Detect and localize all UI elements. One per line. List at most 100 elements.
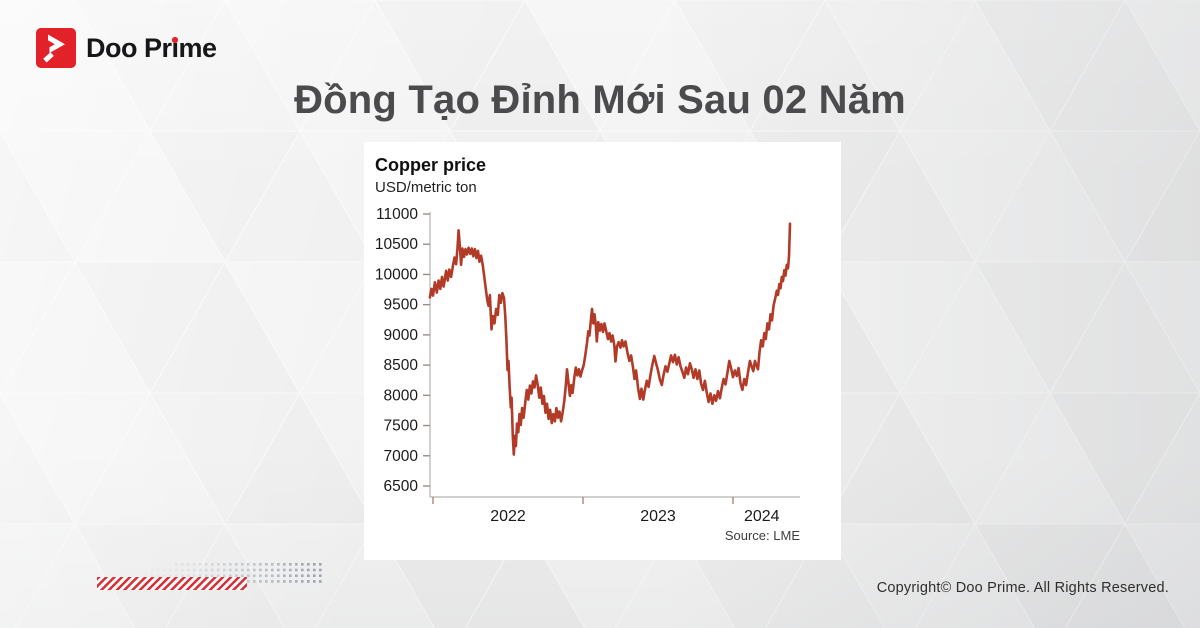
decor-dot — [319, 563, 322, 566]
y-tick-label: 11000 — [376, 206, 418, 223]
decor-dot — [259, 580, 262, 583]
decor-dot — [295, 574, 298, 577]
decor-dot — [199, 568, 202, 572]
decor-dot — [175, 574, 178, 577]
decor-dot — [277, 563, 280, 566]
decor-dot — [217, 563, 220, 566]
decor-dot — [175, 563, 178, 566]
chart-unit-label: USD/metric ton — [375, 179, 477, 196]
decor-dot — [235, 574, 238, 577]
decor-dot — [319, 568, 322, 572]
decor-dot — [175, 568, 178, 572]
brand-logo: Doo Prıme — [36, 28, 217, 68]
chart-source-label: Source: LME — [724, 528, 800, 543]
decor-dot — [217, 574, 220, 577]
decor-dot — [277, 580, 280, 583]
chart-title: Copper price — [375, 155, 487, 175]
decor-dot — [193, 563, 196, 566]
copper-price-line-chart: 11000 10500 10000 9500 9000 8500 8000 7500 7000 6… — [375, 206, 800, 525]
decor-dot — [283, 574, 286, 577]
y-tick-label: 7000 — [384, 448, 419, 465]
price-line — [428, 222, 792, 456]
y-tick-label: 6500 — [384, 478, 419, 495]
decor-dot — [211, 563, 214, 566]
decor-dot — [301, 563, 304, 566]
decor-dot — [235, 563, 238, 566]
decor-dot — [199, 574, 202, 577]
decor-dot — [181, 574, 184, 577]
decor-dot — [289, 580, 292, 583]
decor-dot — [241, 568, 244, 572]
logo-dash — [43, 52, 54, 63]
decor-dot — [247, 563, 250, 566]
decor-dot — [259, 563, 262, 566]
decor-dot — [205, 563, 208, 566]
decor-dot — [247, 568, 250, 572]
decor-dot — [307, 568, 310, 572]
decor-dot — [211, 574, 214, 577]
wordmark-post: me — [178, 33, 218, 63]
decor-dot — [271, 574, 274, 577]
decor-dot — [265, 574, 268, 577]
decor-dot — [157, 568, 160, 572]
decor-dot — [301, 568, 304, 572]
decor-dot — [247, 574, 250, 577]
decor-dot — [169, 574, 172, 577]
decor-dot — [157, 574, 160, 577]
decor-dot — [223, 574, 226, 577]
decor-dot — [145, 574, 148, 577]
wordmark-pre: Doo Pr — [86, 33, 172, 63]
decor-dot — [163, 574, 166, 577]
copyright-notice: Copyright© Doo Prime. All Rights Reserve… — [876, 580, 1169, 596]
decor-dot — [295, 563, 298, 566]
decor-dot — [193, 568, 196, 572]
decor-dot — [313, 568, 316, 572]
decor-dot — [187, 574, 190, 577]
decor-dot — [205, 568, 208, 572]
decor-dot — [295, 568, 298, 572]
x-tick-label: 2022 — [490, 508, 526, 525]
y-tick-label: 9500 — [384, 297, 419, 314]
y-tick-label: 7500 — [384, 418, 419, 435]
decor-dot — [217, 568, 220, 572]
decor-dot — [307, 563, 310, 566]
decor-dot — [289, 563, 292, 566]
decor-dot — [247, 580, 250, 583]
decor-dot — [229, 568, 232, 572]
banner-title: Đồng Tạo Đỉnh Mới Sau 02 Năm — [294, 78, 906, 122]
x-tick-label: 2023 — [640, 508, 676, 525]
wordmark-i-red-dot — [172, 37, 178, 43]
decor-dot — [169, 568, 172, 572]
decor-dot — [223, 563, 226, 566]
decor-dot — [307, 580, 310, 583]
decor-dot — [253, 563, 256, 566]
decor-dot — [205, 574, 208, 577]
decor-dot — [223, 568, 226, 572]
decor-dot — [265, 580, 268, 583]
hatched-bar-decoration — [97, 577, 247, 590]
y-tick-label: 10000 — [375, 266, 418, 283]
y-tick-label: 9000 — [384, 327, 419, 344]
decor-dot — [277, 568, 280, 572]
decor-dot — [313, 563, 316, 566]
decor-dot — [271, 580, 274, 583]
decor-dot — [289, 568, 292, 572]
decor-dot — [271, 568, 274, 572]
doo-prime-logo-icon — [36, 28, 76, 68]
decor-dot — [151, 568, 154, 572]
decor-dot — [187, 568, 190, 572]
decor-dot — [199, 563, 202, 566]
decor-dot — [187, 563, 190, 566]
decor-dot — [313, 574, 316, 577]
logo-chevron — [48, 34, 65, 53]
decor-dot — [313, 580, 316, 583]
decor-dot — [259, 568, 262, 572]
decor-dot — [211, 568, 214, 572]
decor-dot — [253, 568, 256, 572]
chart-card: 11000 10500 10000 9500 9000 8500 8000 7500 7000 6… — [364, 142, 841, 560]
decor-dot — [283, 580, 286, 583]
decor-dot — [229, 574, 232, 577]
decor-dot — [301, 580, 304, 583]
decor-dot — [151, 574, 154, 577]
